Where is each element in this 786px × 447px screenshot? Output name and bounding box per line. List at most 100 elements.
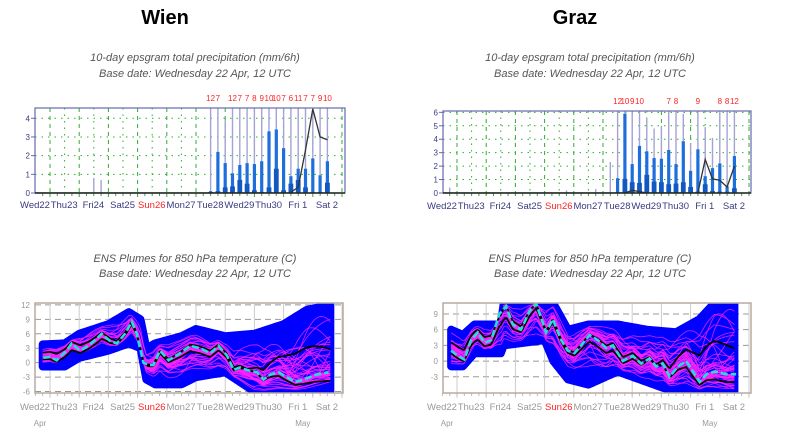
y-tick-label: 0 [434, 189, 439, 198]
x-tick-label: Sun26 [545, 402, 572, 413]
y-tick-label: 3 [434, 341, 439, 350]
precip-box [659, 158, 663, 193]
precip-box [216, 151, 220, 193]
x-tick-label: Wed22 [427, 402, 457, 413]
plot-frame [442, 302, 752, 394]
precip-inner-box [237, 179, 243, 193]
x-tick-label: Tue28 [604, 402, 631, 413]
y-tick-label: -3 [431, 373, 439, 382]
x-tick-label: Fri24 [83, 402, 105, 413]
precip-box [667, 149, 671, 193]
y-tick-label: 1 [434, 176, 439, 185]
precip-inner-box [732, 188, 737, 193]
precip-box [245, 163, 249, 193]
x-tick-label: Fri24 [83, 200, 105, 211]
precip-box [318, 175, 322, 193]
precip-box [718, 163, 722, 193]
precip-box [645, 151, 649, 193]
x-tick-label: Fri 1 [288, 200, 307, 211]
y-tick-label: 3 [434, 149, 439, 158]
precip-inner-box [710, 190, 715, 193]
ensemble-mean-line [43, 318, 329, 384]
precip-max-label: 7 [311, 94, 316, 103]
precip-inner-box [244, 183, 250, 193]
precip-max-label: 8 [718, 97, 723, 106]
x-tick-label: Mon27 [166, 200, 195, 211]
y-tick-label: 1 [26, 170, 31, 179]
x-tick-label: Wed22 [427, 201, 457, 212]
precip-max-label: 8 [252, 94, 257, 103]
precip-box [311, 158, 315, 193]
precip-box [710, 168, 715, 193]
y-tick-label: 0 [26, 189, 31, 198]
precip-box [325, 161, 329, 193]
precip-max-label: 12 [228, 94, 237, 103]
precip-max-label: 6 [289, 94, 294, 103]
precip-inner-box [666, 184, 672, 193]
x-tick-label: Tue28 [197, 402, 224, 413]
y-tick-label: 0 [434, 357, 439, 366]
x-tick-label: Wed29 [224, 200, 254, 211]
wien-temp-base-date: Base date: Wednesday 22 Apr, 12 UTC [99, 268, 291, 280]
precip-box [223, 163, 227, 193]
precip-max-label: 8 [725, 97, 730, 106]
city-title-graz: Graz [553, 7, 597, 29]
ensemble-member-line [42, 323, 331, 381]
precip-box [623, 113, 627, 193]
x-tick-label: Wed29 [631, 201, 661, 212]
y-tick-label: 6 [434, 326, 439, 335]
precip-inner-box [651, 181, 657, 193]
precip-max-label: 7 [303, 94, 308, 103]
precip-inner-box [637, 182, 642, 193]
precip-box [681, 141, 685, 193]
precip-max-label: 7 [281, 94, 286, 103]
wien-temp-title: ENS Plumes for 850 hPa temperature (C) [94, 253, 297, 265]
x-tick-label: Fri24 [490, 201, 512, 212]
precip-max-label: 10 [620, 97, 629, 106]
precip-inner-box [629, 182, 635, 193]
y-tick-label: -3 [23, 373, 31, 382]
graz-temp-chart: Wed22 Thu23 Fri24 Sat25 Sun26 Mon27 Tue28 Wed29… [427, 302, 752, 428]
precip-inner-box [252, 190, 257, 193]
precip-box [630, 164, 634, 193]
precip-box [725, 186, 729, 193]
x-tick-label: Thu30 [662, 402, 689, 413]
precip-inner-box [281, 190, 286, 193]
x-tick-label: Sun26 [138, 402, 165, 413]
precip-inner-box [673, 183, 679, 193]
plot-frame [34, 302, 344, 394]
precip-max-label: 7 [666, 97, 671, 106]
plume-group [38, 303, 335, 393]
x-tick-label: Thu23 [458, 201, 485, 212]
y-tick-label: -6 [23, 388, 31, 397]
y-tick-label: 9 [26, 315, 31, 324]
precip-box [689, 170, 693, 193]
hres-line [35, 108, 328, 193]
y-tick-label: 0 [26, 359, 31, 368]
x-tick-label: Thu23 [458, 402, 485, 413]
precip-max-label: 10 [323, 94, 332, 103]
precip-max-label: 12 [613, 97, 622, 106]
precip-max-label: 10 [272, 94, 281, 103]
y-tick-label: 6 [434, 108, 439, 117]
precip-max-label: 12 [206, 94, 215, 103]
x-tick-label: Sun26 [138, 200, 165, 211]
x-tick-label: Mon27 [573, 402, 602, 413]
precip-box [252, 164, 256, 193]
x-tick-label: Wed22 [20, 200, 50, 211]
wien-precip-chart: Wed22 Thu23 Fri24 Sat25 Sun26 Mon27 Tue28 Wed29… [20, 94, 346, 211]
precip-box [732, 156, 736, 193]
x-tick-label: Fri24 [490, 402, 512, 413]
ensemble-mean-line [450, 303, 737, 385]
precip-max-label: 10 [635, 97, 644, 106]
x-tick-label: Sat25 [110, 402, 135, 413]
precip-max-label: 10 [265, 94, 274, 103]
month-label: May [702, 419, 717, 428]
x-tick-label: Sat 2 [316, 200, 338, 211]
precip-inner-box [659, 182, 664, 193]
precip-inner-box [266, 187, 272, 193]
month-label: Apr [441, 419, 454, 428]
precip-max-label: 8 [674, 97, 679, 106]
precip-inner-box [688, 186, 693, 193]
wien-temp-chart: Wed22 Thu23 Fri24 Sat25 Sun26 Mon27 Tue28 Wed29… [20, 301, 344, 428]
